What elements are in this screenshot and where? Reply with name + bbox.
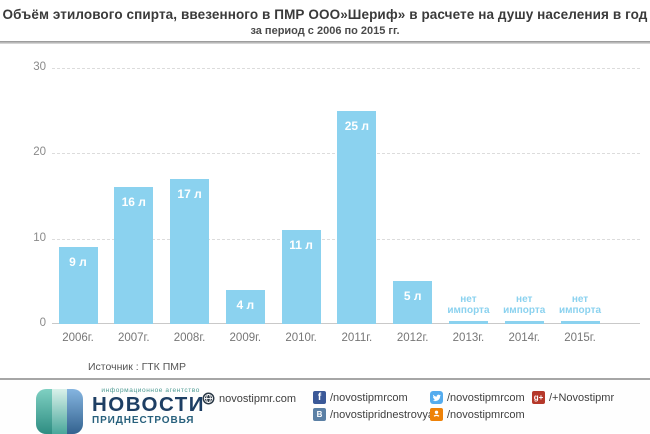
y-axis-tick-20: 20	[33, 146, 46, 159]
agency-logo-text: информационное агентство НОВОСТИ ПРИДНЕС…	[92, 387, 212, 426]
logo-bar-blue	[67, 389, 83, 434]
vk-icon: В	[313, 408, 326, 421]
source-note: Источник : ГТК ПМР	[88, 361, 187, 373]
x-axis-label-2006г.: 2006г.	[62, 332, 94, 344]
bar-value-label: 25 л	[344, 119, 370, 133]
footer-link-facebook[interactable]: f/novostipmrcom	[313, 391, 408, 404]
footer-link-odnoklassniki[interactable]: /novostipmrcom	[430, 408, 525, 421]
x-axis-label-2010г.: 2010г.	[285, 332, 317, 344]
agency-name: НОВОСТИ	[92, 393, 206, 416]
no-import-label: нет импорта	[503, 294, 546, 316]
chart-subtitle: за период с 2006 по 2015 гг.	[250, 25, 400, 37]
footer-link-text: /novostipridnestrovya	[330, 408, 434, 421]
logo-bar-teal	[36, 389, 52, 434]
odnoklassniki-icon	[430, 408, 443, 421]
bar-value-label: 5 л	[403, 289, 422, 303]
bar-2008г.: 17 л	[170, 179, 210, 324]
footer-link-text: /+Novostipmr	[549, 391, 615, 404]
bar-2010г.: 11 л	[281, 230, 321, 324]
footer-link-text: /novostipmrcom	[447, 408, 525, 421]
y-axis-tick-10: 10	[33, 231, 46, 244]
bar-value-label: 4 л	[236, 298, 255, 312]
bar-2014г.	[504, 321, 544, 324]
agency-logo-icon	[36, 389, 83, 434]
x-axis-label-2007г.: 2007г.	[117, 332, 150, 344]
bar-2006г.: 9 л	[58, 247, 98, 324]
bar-value-label: 9 л	[69, 255, 87, 269]
agency-tagline: информационное агентство	[101, 387, 200, 394]
bar-2015г.	[560, 321, 600, 324]
footer-link-text: novostipmr.com	[219, 392, 297, 405]
globe-icon	[202, 392, 215, 405]
bar-2012г.: 5 л	[393, 281, 433, 324]
chart-title: Объём этилового спирта, ввезенного в ПМР…	[2, 7, 648, 22]
x-axis-label-2015г.: 2015г.	[564, 332, 596, 344]
gridline-30	[52, 68, 640, 69]
x-axis-label-2008г.: 2008г.	[173, 332, 206, 344]
footer: информационное агентство НОВОСТИ ПРИДНЕС…	[0, 378, 650, 434]
bar-2007г.: 16 л	[114, 187, 154, 324]
agency-region: ПРИДНЕСТРОВЬЯ	[92, 415, 195, 426]
footer-link-twitter[interactable]: /novostipmrcom	[430, 391, 525, 404]
facebook-icon: f	[313, 391, 326, 404]
bar-value-label: 16 л	[121, 195, 146, 209]
header-divider	[0, 41, 650, 44]
bar-2013г.	[448, 321, 488, 324]
x-axis-label-2014г.: 2014г.	[508, 332, 541, 344]
x-axis-label-2011г.: 2011г.	[341, 332, 373, 344]
google-plus-icon: g+	[532, 391, 545, 404]
footer-link-text: /novostipmrcom	[330, 391, 408, 404]
twitter-icon	[430, 391, 443, 404]
bar-value-label: 17 л	[177, 187, 202, 201]
y-axis-tick-30: 30	[33, 61, 46, 73]
logo-bar-mint	[51, 389, 68, 434]
y-axis-tick-0: 0	[39, 317, 46, 329]
bar-value-label: 11 л	[289, 238, 313, 252]
bar-2009г.: 4 л	[225, 290, 265, 324]
footer-link-globe[interactable]: novostipmr.com	[202, 392, 296, 405]
plot-area: 9 л 16 л 17 л 4 л 11 л 25 л 5 л нет импорта нет …	[52, 68, 640, 324]
bar-2011г.: 25 л	[337, 111, 377, 324]
footer-link-vk[interactable]: В/novostipridnestrovya	[313, 408, 434, 421]
x-axis-label-2013г.: 2013г.	[452, 332, 485, 344]
no-import-label: нет импорта	[558, 294, 602, 316]
no-import-label: нет импорта	[447, 294, 490, 316]
x-axis-label-2012г.: 2012г.	[396, 332, 429, 344]
x-axis-label-2009г.: 2009г.	[229, 332, 262, 344]
footer-link-text: /novostipmrcom	[447, 391, 525, 404]
footer-link-google-plus[interactable]: g+ /+Novostipmr	[532, 391, 614, 404]
